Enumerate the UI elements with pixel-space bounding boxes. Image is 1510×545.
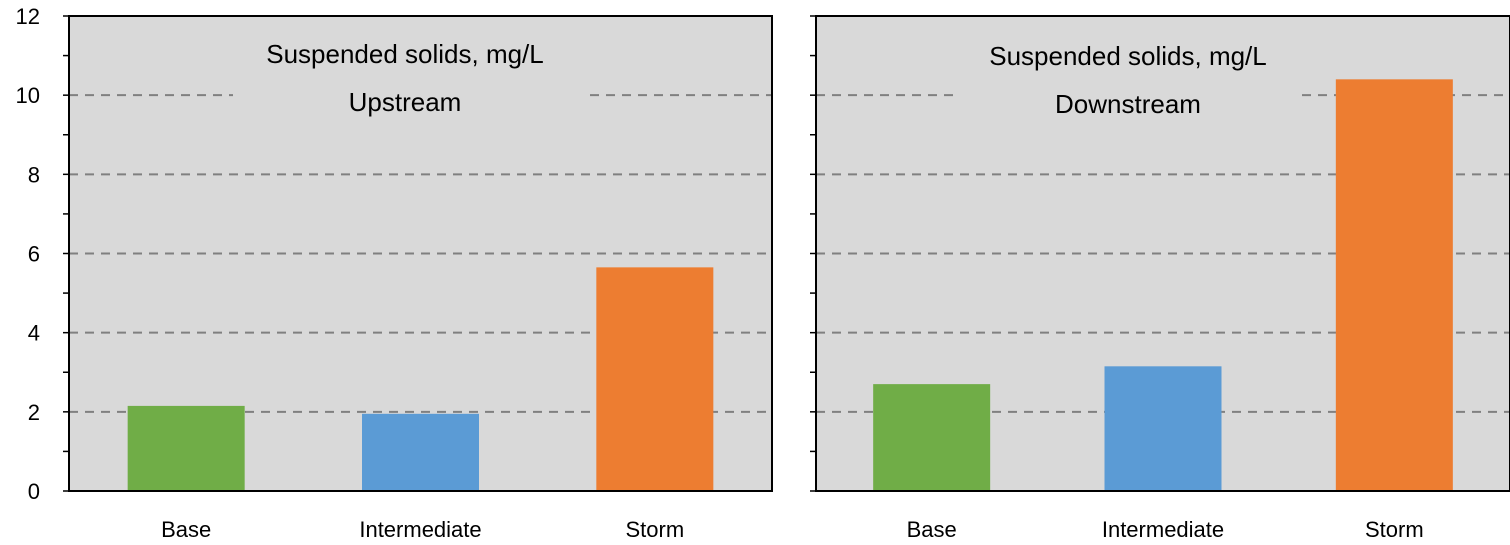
x-tick-label: Storm [1365,517,1424,542]
bar-base [127,405,245,491]
bar-base [873,384,991,491]
x-tick-label: Storm [625,517,684,542]
x-tick-label: Intermediate [359,517,481,542]
y-tick-label: 10 [16,83,40,108]
chart-subtitle: Downstream [1055,89,1201,119]
chart-subtitle: Upstream [349,87,462,117]
chart-panel-2: Base Intermediate Storm Suspended solids, m… [810,15,1510,542]
x-tick-label: Base [161,517,211,542]
y-tick-label: 0 [28,479,40,504]
y-tick-label: 4 [28,321,40,346]
bar-storm [596,267,714,491]
y-tick-label: 6 [28,242,40,267]
bar-intermediate [362,413,479,491]
y-tick-label: 8 [28,162,40,187]
y-tick-label: 2 [28,400,40,425]
chart-title: Suspended solids, mg/L [266,39,544,69]
chart-panel-1: Base Intermediate Storm 0 2 4 6 8 10 12 Suspended … [16,4,773,542]
chart-title: Suspended solids, mg/L [989,41,1267,71]
x-tick-label: Base [907,517,957,542]
x-tick-label: Intermediate [1102,517,1224,542]
y-tick-label: 12 [16,4,40,29]
bar-intermediate [1104,366,1222,491]
bar-storm [1335,79,1453,491]
